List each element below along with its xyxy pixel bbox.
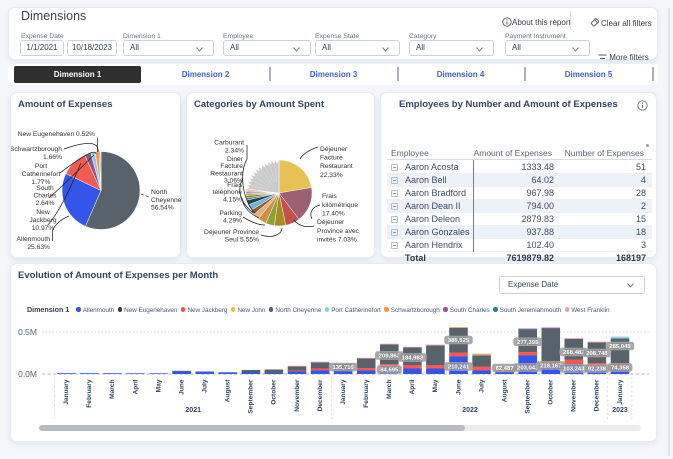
svg-text:1.66%: 1.66% bbox=[43, 154, 62, 161]
svg-text:Frais: Frais bbox=[227, 182, 243, 189]
svg-text:Parking: Parking bbox=[219, 210, 242, 217]
svg-text:Schwartzborough: Schwartzborough bbox=[11, 146, 62, 153]
svg-text:Jackberg: Jackberg bbox=[29, 217, 56, 224]
svg-text:July: July bbox=[202, 379, 209, 393]
svg-text:4.29%: 4.29% bbox=[223, 217, 242, 224]
svg-text:June: June bbox=[455, 379, 462, 395]
svg-text:November: November bbox=[571, 379, 578, 412]
svg-text:New: New bbox=[36, 209, 50, 216]
svg-text:0.5M: 0.5M bbox=[18, 327, 37, 337]
svg-text:Restaurant: Restaurant bbox=[210, 170, 243, 177]
svg-text:218,167: 218,167 bbox=[540, 364, 562, 370]
svg-text:Cheyenne: Cheyenne bbox=[151, 197, 182, 204]
svg-text:285,045: 285,045 bbox=[609, 344, 631, 350]
svg-text:May: May bbox=[155, 379, 162, 392]
svg-text:South: South bbox=[36, 185, 54, 192]
svg-text:Allenmouth: Allenmouth bbox=[17, 236, 51, 243]
svg-text:Port: Port bbox=[35, 163, 47, 170]
svg-text:92,238: 92,238 bbox=[588, 367, 607, 373]
svg-text:June: June bbox=[178, 379, 185, 395]
svg-text:October: October bbox=[548, 379, 555, 405]
svg-text:56.54%: 56.54% bbox=[151, 205, 174, 212]
svg-text:April: April bbox=[132, 379, 139, 394]
svg-text:84,695: 84,695 bbox=[380, 368, 399, 374]
svg-text:January: January bbox=[63, 379, 70, 405]
svg-text:November: November bbox=[294, 379, 301, 412]
svg-text:2.64%: 2.64% bbox=[36, 200, 55, 207]
svg-text:téléphone: téléphone bbox=[213, 189, 243, 196]
svg-text:September: September bbox=[248, 379, 255, 414]
svg-text:74,358: 74,358 bbox=[611, 366, 630, 372]
svg-text:December: December bbox=[317, 379, 324, 411]
svg-text:January: January bbox=[340, 379, 347, 405]
svg-text:277,395: 277,395 bbox=[517, 340, 539, 346]
svg-text:210,241: 210,241 bbox=[448, 365, 470, 371]
svg-text:203,043: 203,043 bbox=[517, 366, 539, 372]
svg-text:North: North bbox=[151, 189, 168, 196]
svg-text:August: August bbox=[501, 379, 508, 403]
svg-text:Déjeuner Province: Déjeuner Province bbox=[204, 229, 259, 236]
svg-text:May: May bbox=[432, 379, 439, 392]
svg-text:August: August bbox=[225, 379, 232, 403]
svg-text:208,748: 208,748 bbox=[586, 351, 608, 357]
svg-text:Catherinefort: Catherinefort bbox=[22, 171, 61, 178]
svg-text:1.77%: 1.77% bbox=[32, 179, 51, 186]
svg-text:268,482: 268,482 bbox=[563, 350, 585, 356]
svg-text:Déjeuner: Déjeuner bbox=[320, 146, 348, 153]
svg-text:Charles: Charles bbox=[33, 193, 57, 200]
svg-text:March: March bbox=[109, 380, 116, 399]
svg-text:184,983: 184,983 bbox=[402, 356, 424, 362]
svg-text:Carburant: Carburant bbox=[214, 140, 244, 147]
svg-text:February: February bbox=[86, 379, 93, 408]
svg-text:Restaurant: Restaurant bbox=[320, 163, 353, 170]
svg-text:September: September bbox=[525, 379, 532, 414]
svg-text:22.33%: 22.33% bbox=[320, 172, 343, 179]
svg-text:invités 7.03%: invités 7.03% bbox=[317, 237, 357, 244]
svg-text:February: February bbox=[363, 379, 370, 408]
svg-text:July: July bbox=[478, 379, 485, 393]
svg-text:March: March bbox=[386, 380, 393, 399]
svg-text:2021: 2021 bbox=[185, 407, 201, 414]
svg-text:103,243: 103,243 bbox=[563, 367, 585, 373]
svg-text:4.15%: 4.15% bbox=[223, 196, 242, 203]
svg-text:April: April bbox=[409, 379, 416, 394]
svg-text:209,863: 209,863 bbox=[379, 354, 401, 360]
svg-text:135,710: 135,710 bbox=[332, 365, 354, 371]
svg-text:2023: 2023 bbox=[612, 407, 628, 414]
svg-text:Diner: Diner bbox=[227, 156, 244, 163]
svg-text:kilométrique: kilométrique bbox=[322, 202, 358, 209]
svg-text:Déjeuner: Déjeuner bbox=[317, 219, 345, 226]
svg-text:New Eugenehaven 0.52%: New Eugenehaven 0.52% bbox=[18, 131, 95, 138]
svg-text:Province avec: Province avec bbox=[317, 228, 360, 235]
svg-text:2.34%: 2.34% bbox=[225, 148, 244, 155]
svg-text:Facture: Facture bbox=[220, 163, 243, 170]
svg-text:17.40%: 17.40% bbox=[322, 211, 345, 218]
svg-text:2022: 2022 bbox=[462, 407, 478, 414]
svg-text:385,525: 385,525 bbox=[448, 338, 470, 344]
svg-text:Seul 5.55%: Seul 5.55% bbox=[225, 237, 259, 244]
svg-text:December: December bbox=[594, 379, 601, 411]
svg-text:January: January bbox=[617, 379, 624, 405]
svg-text:62,487: 62,487 bbox=[496, 366, 515, 372]
svg-text:Frais: Frais bbox=[322, 193, 338, 200]
svg-text:10.97%: 10.97% bbox=[32, 225, 55, 232]
svg-text:Facture: Facture bbox=[320, 155, 343, 162]
svg-text:October: October bbox=[271, 379, 278, 405]
svg-text:0.0M: 0.0M bbox=[18, 369, 37, 379]
svg-text:3.06%: 3.06% bbox=[224, 178, 243, 185]
svg-text:25.63%: 25.63% bbox=[27, 244, 50, 251]
